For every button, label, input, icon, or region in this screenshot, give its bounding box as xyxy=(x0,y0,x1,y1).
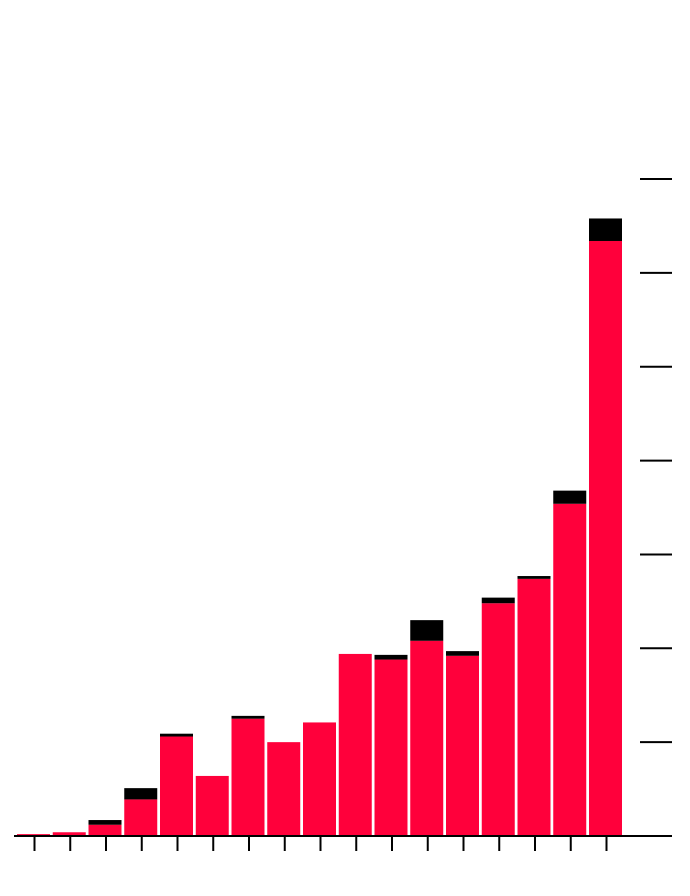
bar-top-12 xyxy=(410,620,444,641)
bar-top-3 xyxy=(88,820,122,825)
bar-base-16 xyxy=(553,503,587,836)
bar-top-4 xyxy=(124,788,158,800)
bar-base-14 xyxy=(481,603,515,836)
bar-base-7 xyxy=(231,718,265,836)
bar-base-11 xyxy=(374,659,408,836)
bar-base-12 xyxy=(410,640,444,836)
bar-top-15 xyxy=(517,576,551,579)
bar-top-5 xyxy=(160,733,193,737)
bar-top-17 xyxy=(589,218,622,241)
axes-group xyxy=(14,178,672,851)
bar-base-9 xyxy=(303,722,336,836)
bar-top-11 xyxy=(374,654,408,660)
bar-base-2 xyxy=(52,832,86,836)
bar-base-8 xyxy=(267,742,301,836)
bar-base-6 xyxy=(195,775,229,836)
bar-top-14 xyxy=(481,597,515,604)
bar-top-13 xyxy=(446,651,479,656)
bar-top-16 xyxy=(553,490,587,504)
bar-base-13 xyxy=(446,655,479,836)
bar-top-7 xyxy=(231,715,265,719)
bar-base-15 xyxy=(517,578,551,836)
bar-base-3 xyxy=(88,824,122,836)
bars-group xyxy=(17,218,622,837)
bar-base-4 xyxy=(124,799,158,836)
bar-base-17 xyxy=(589,240,622,837)
bar-base-10 xyxy=(338,653,372,836)
bar-base-5 xyxy=(160,736,193,836)
